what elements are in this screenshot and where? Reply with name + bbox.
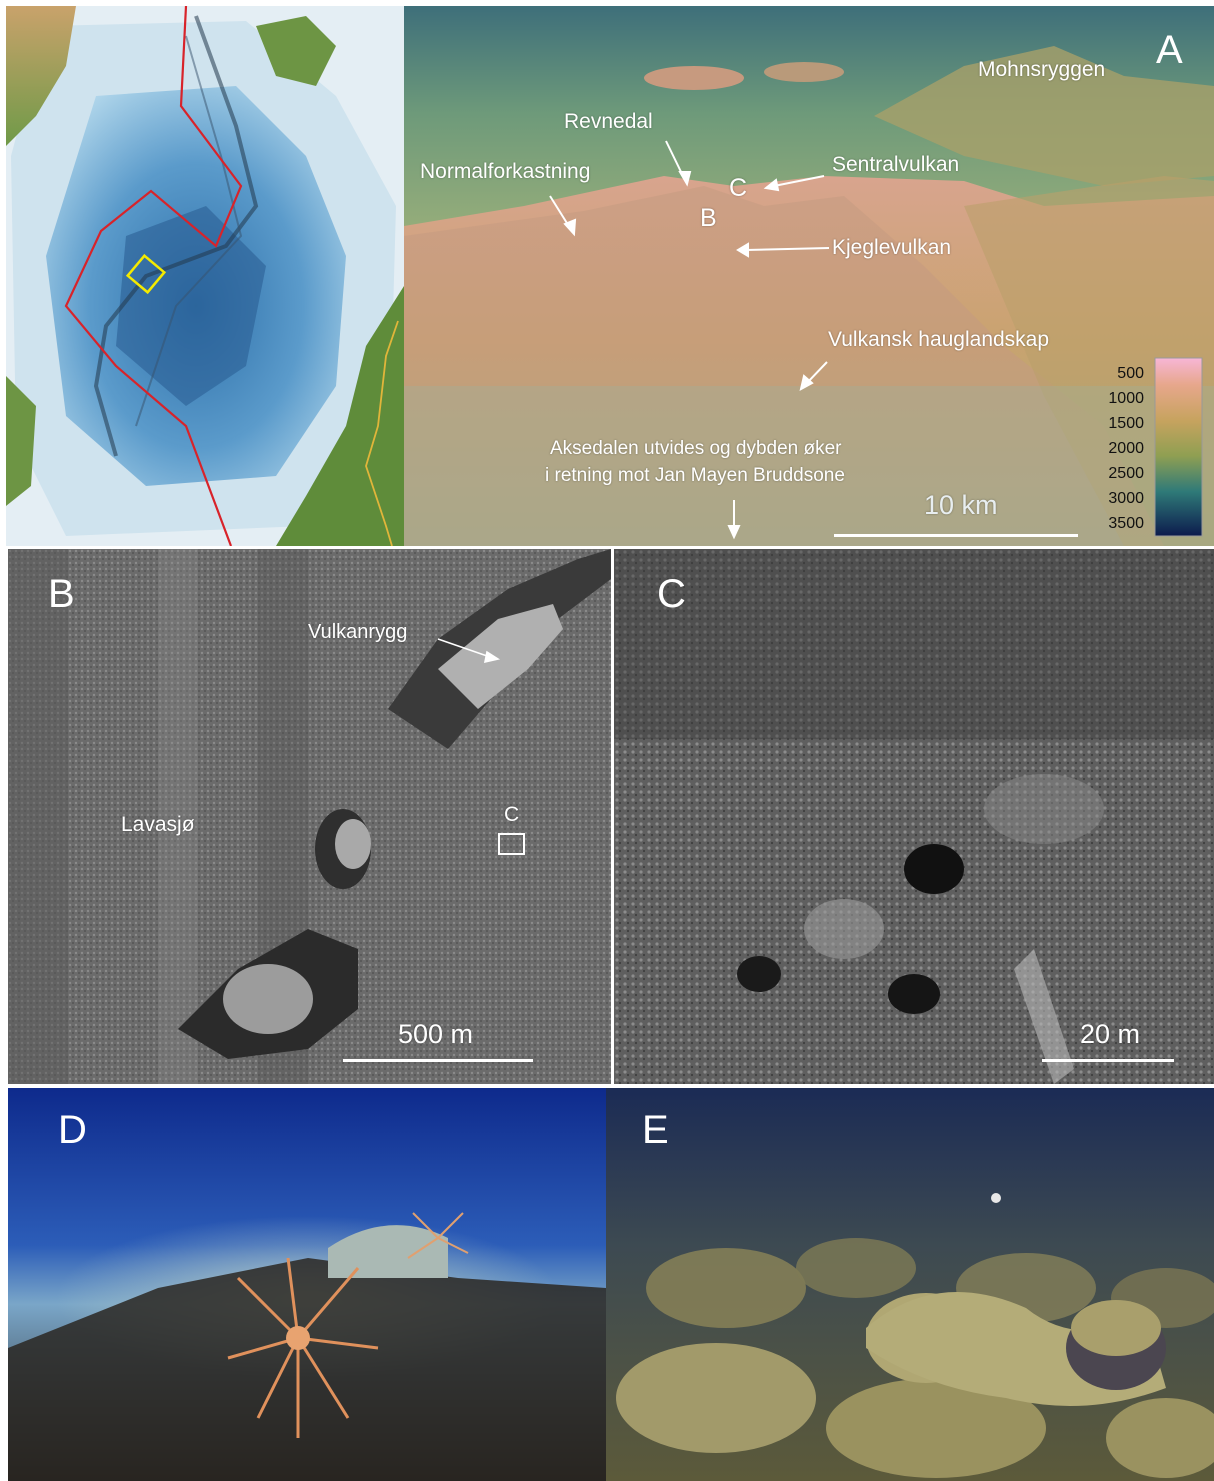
scale-label-10km: 10 km [924,490,998,520]
panel-d-letter: D [58,1108,87,1152]
panel-e-letter: E [642,1108,669,1152]
panel-c-sonar-image [614,549,1214,1084]
panel-a-bathymetry-3d: A Mohnsryggen Revnedal Normalforkastning… [404,6,1214,546]
panel-a-terrain-image [404,6,1214,546]
legend-tick-3000: 3000 [1108,490,1144,507]
overview-map-panel [6,6,404,546]
label-c-marker: C [729,174,748,202]
panel-d-seafloor-photo [8,1088,606,1481]
label-kjeglevulkan: Kjeglevulkan [832,236,952,259]
label-sentralvulkan: Sentralvulkan [832,153,960,176]
panel-b-sonar-image [8,549,611,1084]
scale-label-500m: 500 m [398,1019,474,1049]
panel-a-letter: A [1156,28,1183,72]
label-aksedal-line1: Aksedalen utvides og dybden øker [550,438,842,459]
scale-bar-10km [834,534,1078,537]
label-lavasjo: Lavasjø [121,813,195,836]
legend-tick-500: 500 [1117,365,1144,382]
legend-tick-3500: 3500 [1108,515,1144,532]
panel-d-photo: D [8,1088,606,1481]
label-c-box: C [504,803,520,826]
scale-bar-20m [1042,1059,1174,1062]
legend-tick-2500: 2500 [1108,465,1144,482]
panel-b-letter: B [48,572,75,616]
label-revnedal: Revnedal [564,110,653,133]
label-mohnsryggen: Mohnsryggen [978,58,1106,81]
scale-bar-500m [343,1059,533,1062]
panel-c-letter: C [657,572,686,616]
legend-tick-1500: 1500 [1108,415,1144,432]
overview-map-image [6,6,404,546]
panel-b-sonar: B Vulkanrygg Lavasjø C 500 m [8,549,611,1084]
legend-tick-2000: 2000 [1108,440,1144,457]
label-aksedal-line2: i retning mot Jan Mayen Bruddsone [545,465,845,486]
scale-label-20m: 20 m [1080,1019,1141,1049]
label-vulkanrygg: Vulkanrygg [308,621,408,643]
legend-tick-1000: 1000 [1108,390,1144,407]
panel-c-sonar-detail: C 20 m [614,549,1214,1084]
label-vulkansk-hauglandskap: Vulkansk hauglandskap [828,328,1050,351]
panel-e-photo: E [606,1088,1214,1481]
label-normalforkastning: Normalforkastning [420,160,591,183]
panel-e-pillow-lava-photo [606,1088,1214,1481]
label-b-marker: B [700,204,717,232]
